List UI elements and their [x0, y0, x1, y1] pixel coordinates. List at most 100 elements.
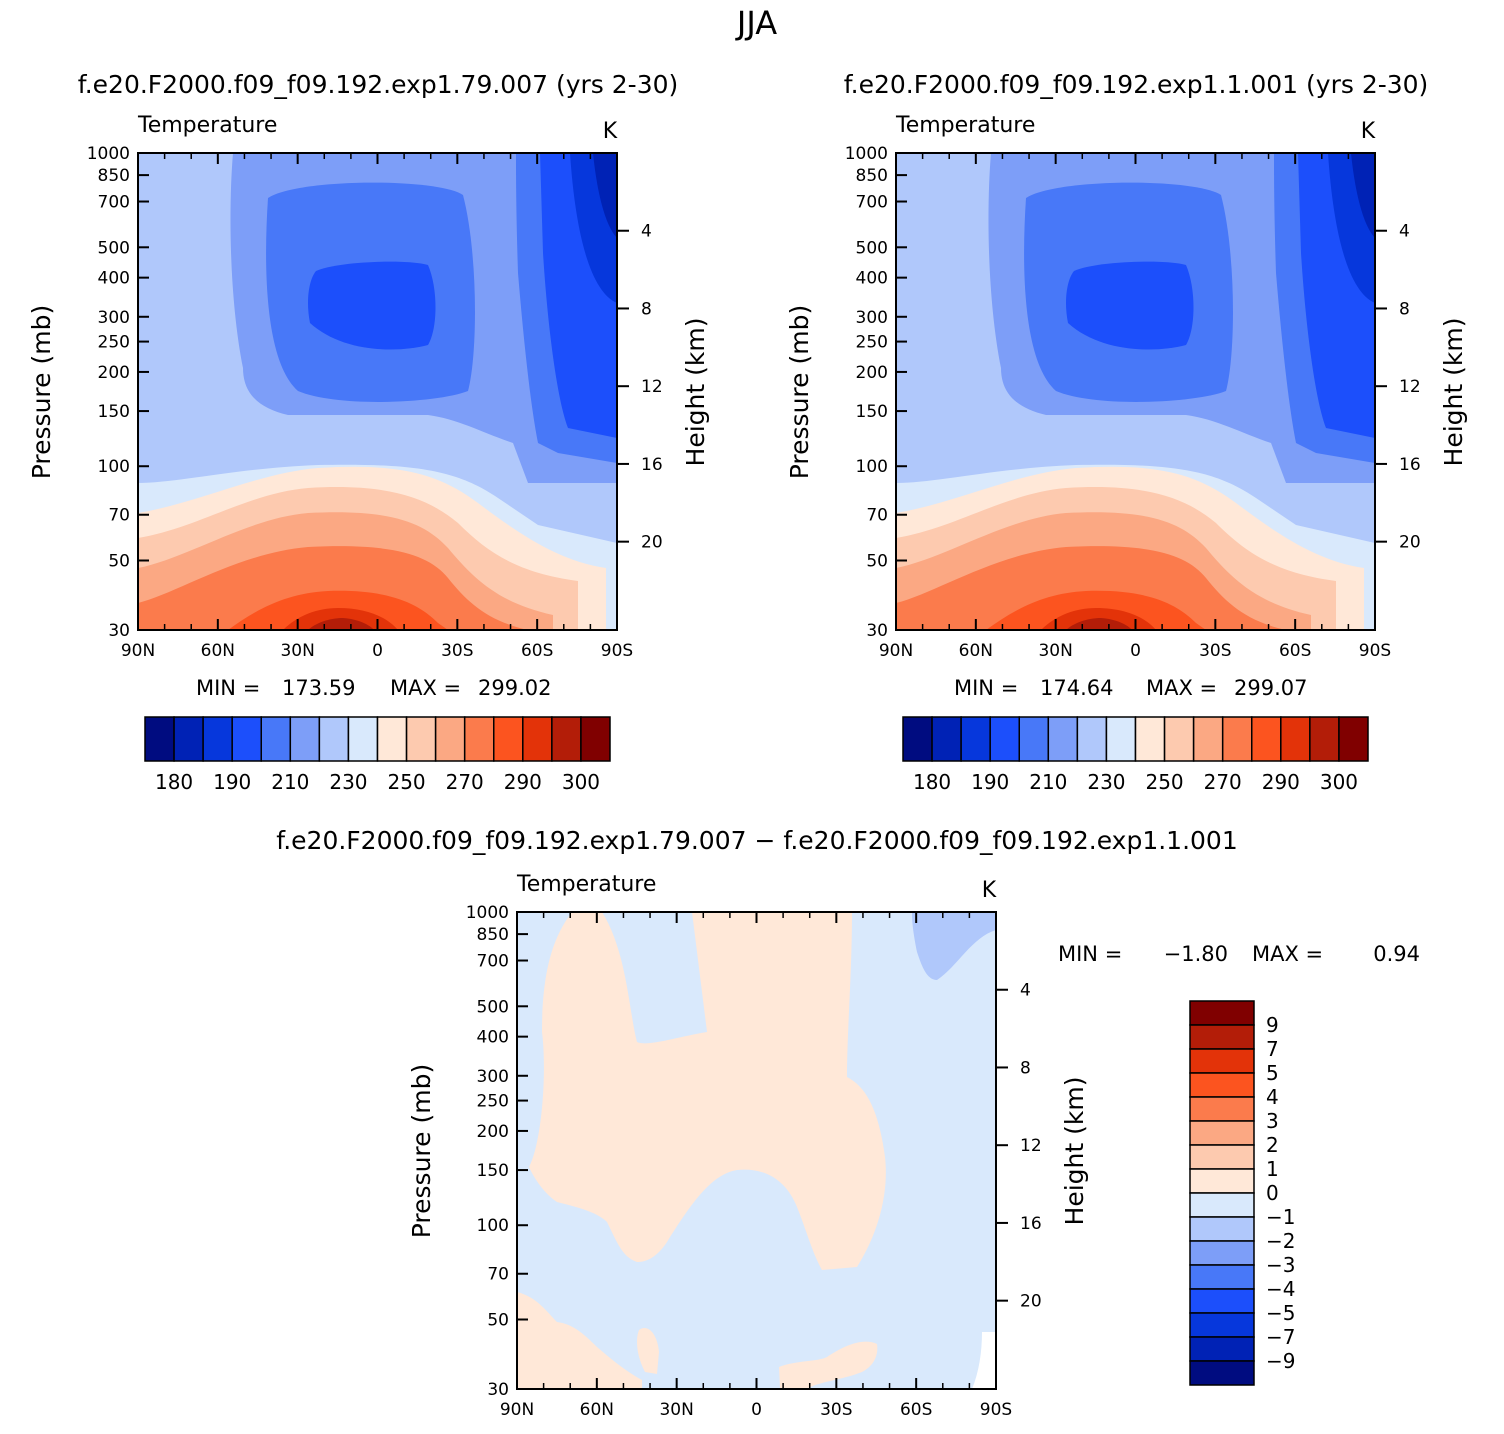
colorbar-label: 0 — [1266, 1181, 1279, 1205]
colorbar-label: −4 — [1266, 1277, 1295, 1301]
x-tick-label: 90S — [980, 1400, 1012, 1420]
x-tick-label: 60N — [580, 1400, 614, 1420]
colorbar-label: 2 — [1266, 1133, 1279, 1157]
pressure-tick-label: 70 — [866, 506, 888, 526]
pressure-tick-label: 100 — [98, 457, 130, 477]
colorbar-swatch — [493, 716, 524, 762]
pressure-tick-label: 400 — [477, 1028, 509, 1048]
x-tick-label: 90N — [879, 641, 913, 661]
x-tick-label: 0 — [751, 1400, 762, 1420]
variable-label: Temperature — [895, 113, 1035, 138]
min-value: −1.80 — [1164, 942, 1228, 966]
colorbar-swatch — [405, 716, 437, 762]
colorbar-swatch — [1189, 1264, 1255, 1290]
max-value: 0.94 — [1373, 942, 1420, 966]
x-tick-label: 90N — [121, 641, 155, 661]
colorbar-swatch — [289, 716, 321, 762]
pressure-tick-label: 500 — [477, 997, 509, 1017]
pressure-tick-label: 250 — [856, 333, 888, 353]
colorbar-swatch — [376, 716, 408, 762]
pressure-tick-label: 1000 — [466, 903, 509, 923]
y2-axis-label: Height (km) — [1060, 1077, 1089, 1226]
height-tick-label: 8 — [1399, 299, 1410, 319]
colorbar-label: 210 — [271, 770, 309, 794]
x-tick-label: 60N — [201, 641, 235, 661]
colorbar-label: 5 — [1266, 1061, 1279, 1085]
x-tick-label: 30S — [441, 641, 473, 661]
colorbar-swatch — [1189, 1144, 1255, 1170]
colorbar-swatch — [1309, 716, 1340, 762]
colorbar-label: 4 — [1266, 1085, 1279, 1109]
pressure-tick-label: 250 — [477, 1092, 509, 1112]
colorbar-label: 290 — [1262, 770, 1300, 794]
pressure-tick-label: 50 — [487, 1311, 509, 1331]
colorbar-label: −2 — [1266, 1229, 1295, 1253]
colorbar-label: 250 — [1145, 770, 1183, 794]
colorbar-label: 7 — [1266, 1037, 1279, 1061]
pressure-tick-label: 100 — [477, 1216, 509, 1236]
pressure-tick-label: 700 — [98, 193, 130, 213]
panel-left: f.e20.F2000.f09_f09.192.exp1.79.007 (yrs… — [27, 70, 710, 794]
colorbar-swatch — [1189, 1240, 1255, 1266]
colorbar-label: 180 — [155, 770, 193, 794]
colorbar-swatch — [1189, 1024, 1255, 1050]
pressure-tick-label: 150 — [477, 1161, 509, 1181]
x-tick-label: 30S — [1199, 641, 1231, 661]
colorbar-swatch — [1189, 1288, 1255, 1314]
colorbar-swatch — [260, 716, 292, 762]
colorbar-label: 9 — [1266, 1013, 1279, 1037]
colorbar-label: 300 — [562, 770, 600, 794]
pressure-tick-label: 70 — [487, 1265, 509, 1285]
pressure-tick-label: 200 — [856, 363, 888, 383]
x-tick-label: 60S — [1279, 641, 1311, 661]
height-tick-label: 12 — [1399, 377, 1421, 397]
colorbar-swatch — [1189, 1192, 1255, 1218]
case-title: f.e20.F2000.f09_f09.192.exp1.79.007 − f.… — [276, 826, 1238, 855]
x-tick-label: 90S — [601, 641, 633, 661]
max-label: MAX = — [1252, 942, 1323, 966]
colorbar-label: 270 — [1204, 770, 1242, 794]
pressure-tick-label: 850 — [477, 925, 509, 945]
panel-right: f.e20.F2000.f09_f09.192.exp1.1.001 (yrs … — [785, 70, 1468, 794]
colorbar-swatch — [1189, 1096, 1255, 1122]
colorbar-swatch — [902, 716, 933, 762]
colorbar-swatch — [1105, 716, 1137, 762]
colorbar-swatch — [202, 716, 233, 762]
colorbar-swatch — [1338, 716, 1369, 762]
pressure-tick-label: 300 — [856, 308, 888, 328]
pressure-tick-label: 1000 — [87, 144, 130, 164]
pressure-tick-label: 850 — [856, 166, 888, 186]
colorbar-swatch — [434, 716, 466, 762]
colorbar-label: 230 — [329, 770, 367, 794]
x-tick-label: 90N — [500, 1400, 534, 1420]
pressure-tick-label: 150 — [98, 402, 130, 422]
colorbar-swatch — [173, 716, 204, 762]
colorbar-label: 230 — [1087, 770, 1125, 794]
pressure-tick-label: 300 — [477, 1067, 509, 1087]
y-axis-label: Pressure (mb) — [27, 305, 56, 479]
colorbar-swatch — [318, 716, 350, 762]
colorbar-swatch — [1189, 1120, 1255, 1146]
variable-label: Temperature — [137, 113, 277, 138]
min-value: 174.64 — [1040, 676, 1113, 700]
units-label: K — [603, 119, 618, 144]
colorbar-swatch — [1280, 716, 1311, 762]
colorbar-label: 290 — [504, 770, 542, 794]
colorbar-label: 300 — [1320, 770, 1358, 794]
colorbar-label: 190 — [971, 770, 1009, 794]
pressure-tick-label: 30 — [487, 1380, 509, 1400]
colorbar-swatch — [1076, 716, 1108, 762]
pressure-tick-label: 50 — [108, 552, 130, 572]
case-title: f.e20.F2000.f09_f09.192.exp1.1.001 (yrs … — [844, 70, 1429, 99]
colorbar-label: −3 — [1266, 1253, 1295, 1277]
colorbar-swatch — [1189, 1048, 1255, 1074]
pressure-tick-label: 70 — [108, 506, 130, 526]
variable-label: Temperature — [516, 872, 656, 897]
colorbar-label: −9 — [1266, 1349, 1295, 1373]
x-tick-label: 60N — [959, 641, 993, 661]
colorbar-swatch — [580, 716, 611, 762]
height-tick-label: 16 — [641, 455, 663, 475]
height-tick-label: 8 — [641, 299, 652, 319]
colorbar-swatch — [1189, 1168, 1255, 1194]
